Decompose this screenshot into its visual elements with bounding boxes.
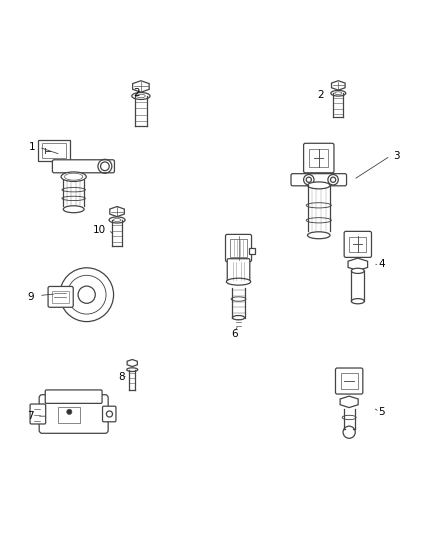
Ellipse shape <box>351 298 364 304</box>
Polygon shape <box>348 258 367 271</box>
Ellipse shape <box>307 182 330 189</box>
Circle shape <box>304 174 314 185</box>
FancyBboxPatch shape <box>291 174 346 186</box>
Circle shape <box>306 177 311 182</box>
FancyBboxPatch shape <box>226 235 251 262</box>
FancyBboxPatch shape <box>344 231 371 257</box>
Circle shape <box>106 411 113 417</box>
Circle shape <box>60 268 113 321</box>
Ellipse shape <box>233 316 244 320</box>
FancyBboxPatch shape <box>30 404 46 424</box>
FancyBboxPatch shape <box>38 140 70 161</box>
Text: 9: 9 <box>27 292 34 302</box>
FancyBboxPatch shape <box>304 143 334 173</box>
Text: 6: 6 <box>231 329 237 339</box>
FancyBboxPatch shape <box>227 259 250 283</box>
Ellipse shape <box>63 206 84 213</box>
Text: 8: 8 <box>118 372 125 382</box>
FancyBboxPatch shape <box>48 286 73 308</box>
Polygon shape <box>133 80 149 92</box>
Ellipse shape <box>331 91 346 96</box>
Text: 4: 4 <box>378 260 385 269</box>
Ellipse shape <box>307 232 330 239</box>
FancyBboxPatch shape <box>336 368 363 394</box>
Ellipse shape <box>226 278 251 285</box>
FancyBboxPatch shape <box>53 160 114 173</box>
Circle shape <box>101 162 109 171</box>
Circle shape <box>67 409 72 415</box>
Circle shape <box>343 426 355 438</box>
Text: 5: 5 <box>378 407 385 417</box>
FancyBboxPatch shape <box>39 395 108 433</box>
Ellipse shape <box>61 172 86 181</box>
Text: 3: 3 <box>394 151 400 161</box>
Text: 2: 2 <box>318 90 324 100</box>
Circle shape <box>78 286 95 303</box>
Text: 10: 10 <box>93 224 106 235</box>
Ellipse shape <box>109 217 125 223</box>
Ellipse shape <box>351 268 364 273</box>
Ellipse shape <box>127 368 138 372</box>
FancyBboxPatch shape <box>248 248 255 254</box>
Text: 1: 1 <box>29 142 36 152</box>
Text: 2: 2 <box>133 88 140 98</box>
Polygon shape <box>110 206 124 216</box>
Polygon shape <box>127 359 138 367</box>
FancyBboxPatch shape <box>102 406 116 422</box>
Polygon shape <box>340 396 358 408</box>
Text: 7: 7 <box>27 411 34 421</box>
Circle shape <box>328 174 338 185</box>
Ellipse shape <box>132 93 150 100</box>
FancyBboxPatch shape <box>45 390 102 403</box>
Circle shape <box>331 177 336 182</box>
Polygon shape <box>332 80 345 90</box>
